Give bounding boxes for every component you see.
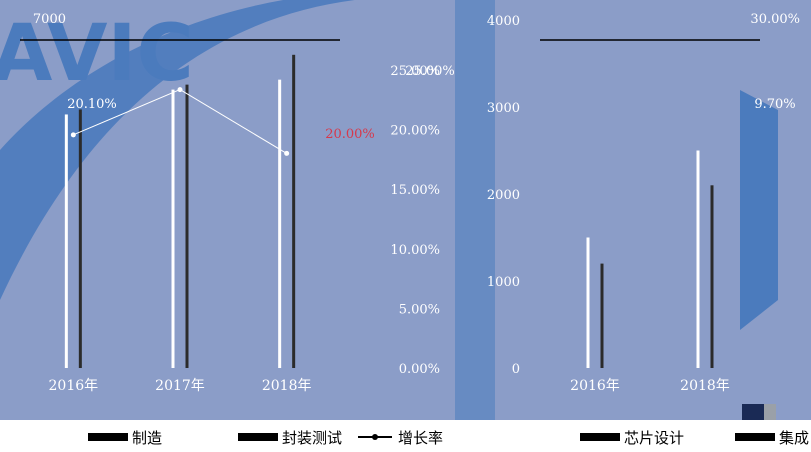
watermark-band <box>455 0 495 420</box>
right-legend: 芯片设计 集成 <box>580 429 809 447</box>
legend-swatch-marker <box>372 434 378 440</box>
avic-watermark: AVIC <box>0 0 778 420</box>
data-label: 25.00% <box>405 64 455 79</box>
legend-swatch <box>735 433 775 441</box>
legend-swatch <box>580 433 620 441</box>
growth-rate-point <box>70 132 76 138</box>
data-label: 20.00% <box>325 127 375 142</box>
y-right-tick-label: 25.00% <box>390 64 440 79</box>
legend-label: 芯片设计 <box>624 429 684 447</box>
data-label: 20.10% <box>67 97 117 112</box>
left-legend: 制造 封装测试 增长率 <box>88 429 443 447</box>
bar <box>171 89 175 368</box>
y-right-tick-label: 20.00% <box>390 124 440 139</box>
legend-label: 制造 <box>132 429 162 447</box>
y-left-tick-label: 4000 <box>487 14 520 29</box>
bar <box>586 237 590 368</box>
bar <box>185 84 189 368</box>
corner-swatch-dark <box>742 404 764 420</box>
y-left-tick-label: 0 <box>512 362 520 377</box>
y-left-tick-label: 2000 <box>487 188 520 203</box>
left-chart: 7000 25.00% 20.00% 15.00% 10.00% 5.00% 0.00% 20… <box>20 12 455 394</box>
growth-rate-point <box>284 150 290 156</box>
legend-swatch <box>88 433 128 441</box>
y-right-tick-label: 0.00% <box>399 362 440 377</box>
y-left-tick-label: 7000 <box>33 12 66 27</box>
bar <box>78 109 82 368</box>
legend-label: 增长率 <box>398 429 443 447</box>
x-tick-label: 2018年 <box>262 378 312 394</box>
bar <box>600 263 604 368</box>
x-tick-label: 2016年 <box>49 378 99 394</box>
legend-label: 封装测试 <box>282 429 342 447</box>
y-right-tick-label: 30.00% <box>750 12 800 27</box>
bar <box>710 185 714 368</box>
watermark-arc <box>0 0 500 300</box>
legend-label: 集成 <box>779 429 809 447</box>
bar <box>64 114 68 368</box>
growth-rate-point <box>177 87 183 93</box>
y-left-tick-label: 3000 <box>487 101 520 116</box>
corner-swatch-gray <box>764 404 776 420</box>
bar <box>278 79 282 369</box>
y-right-tick-label: 10.00% <box>390 243 440 258</box>
bar <box>696 150 700 368</box>
bar <box>292 54 296 369</box>
watermark-text: AVIC <box>0 9 194 99</box>
right-chart: 4000 3000 2000 1000 0 30.00% 2016年 2018年 9.70% <box>487 12 800 394</box>
watermark-wedge <box>740 90 778 330</box>
legend-swatch <box>238 433 278 441</box>
y-left-tick-label: 1000 <box>487 275 520 290</box>
x-tick-label: 2017年 <box>155 378 205 394</box>
x-tick-label: 2018年 <box>680 378 730 394</box>
y-right-tick-label: 5.00% <box>399 302 440 317</box>
y-right-tick-label: 15.00% <box>390 183 440 198</box>
data-label: 9.70% <box>754 97 795 112</box>
x-tick-label: 2016年 <box>570 378 620 394</box>
